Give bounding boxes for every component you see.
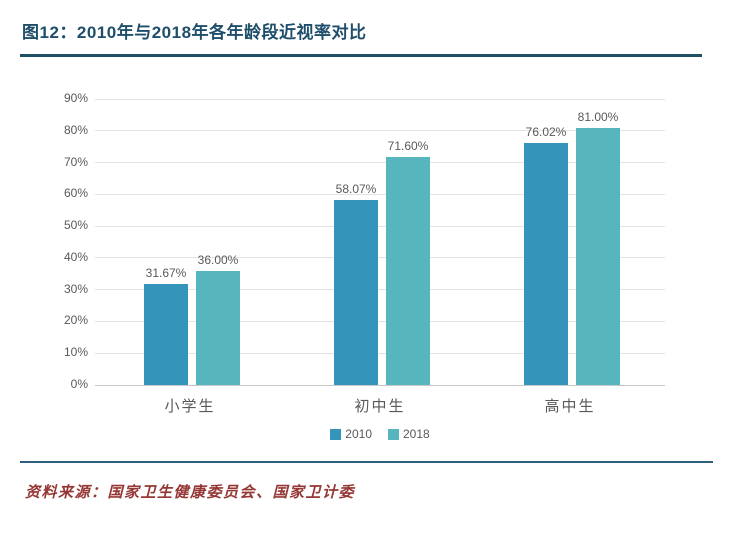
gridline — [95, 162, 665, 164]
legend-item-2018: 2018 — [388, 427, 430, 441]
y-axis-tick-label: 80% — [63, 122, 88, 137]
y-axis-tick-label: 50% — [63, 218, 88, 233]
y-axis-tick-label: 30% — [63, 281, 88, 296]
bar-2018-初中生 — [386, 157, 430, 385]
gridline — [95, 225, 665, 227]
bar-value-label: 36.00% — [197, 252, 239, 267]
bar-2010-高中生 — [524, 143, 568, 385]
legend-label: 2018 — [403, 427, 430, 441]
bar-value-label: 76.02% — [525, 125, 567, 140]
source-note: 资料来源：国家卫生健康委员会、国家卫计委 — [25, 485, 356, 501]
bar-value-label: 81.00% — [577, 109, 619, 124]
legend-label: 2010 — [345, 427, 372, 441]
y-axis-tick-label: 0% — [70, 377, 88, 391]
legend-item-2010: 2010 — [330, 427, 372, 441]
figure-title: 图12：2010年与2018年各年龄段近视率对比 — [22, 23, 367, 42]
bar-2018-小学生 — [196, 270, 240, 385]
bar-2018-高中生 — [576, 127, 620, 385]
x-axis-category-label: 小学生 — [164, 398, 216, 415]
gridline — [95, 193, 665, 195]
x-axis-baseline — [95, 384, 665, 386]
y-axis-tick-label: 70% — [63, 154, 88, 169]
bar-2010-初中生 — [334, 200, 378, 385]
y-axis-tick-label: 20% — [63, 313, 88, 328]
footer-divider-line — [20, 461, 713, 463]
y-axis-tick-label: 90% — [63, 91, 88, 105]
x-axis-category-label: 初中生 — [354, 398, 406, 415]
gridline — [95, 98, 665, 100]
title-divider-line — [20, 54, 702, 57]
y-axis-tick-label: 60% — [63, 186, 88, 201]
y-axis-tick-label: 10% — [63, 345, 88, 360]
bar-value-label: 71.60% — [387, 139, 429, 154]
gridline — [95, 130, 665, 132]
gridline — [95, 320, 665, 322]
chart-legend: 2010 2018 — [95, 427, 665, 441]
bar-2010-小学生 — [144, 284, 188, 385]
gridline — [95, 352, 665, 354]
gridline — [95, 289, 665, 291]
bar-value-label: 58.07% — [335, 182, 377, 197]
y-axis-tick-label: 40% — [63, 249, 88, 264]
legend-swatch-icon — [330, 428, 342, 440]
bar-value-label: 31.67% — [145, 266, 187, 281]
legend-swatch-icon — [388, 428, 399, 440]
x-axis-category-label: 高中生 — [544, 398, 596, 415]
gridline — [95, 257, 665, 259]
